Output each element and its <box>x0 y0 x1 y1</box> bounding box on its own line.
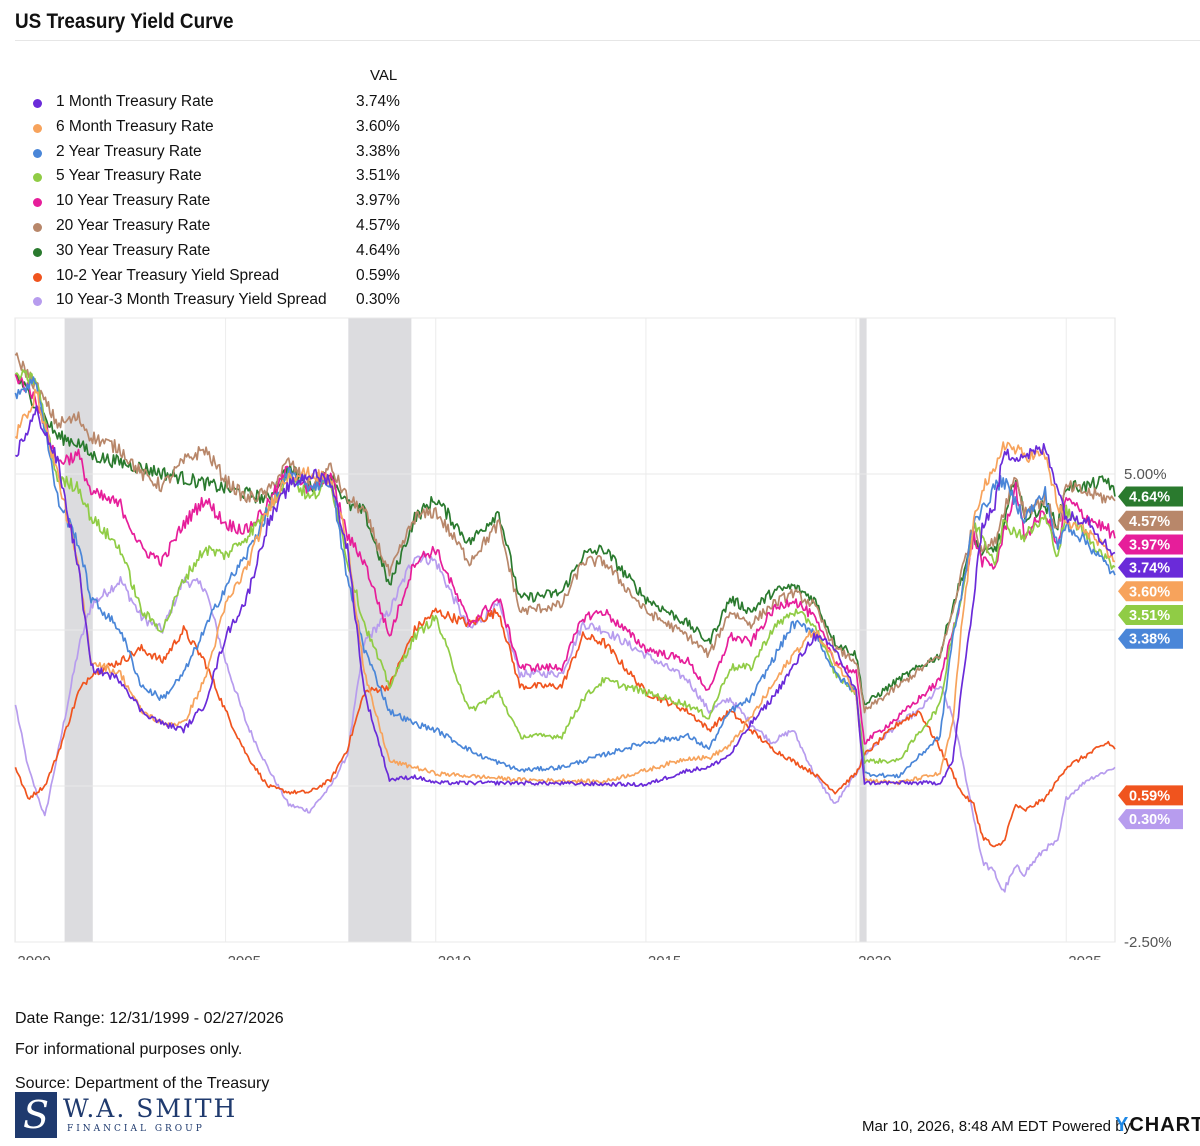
legend-value-header: VAL <box>370 67 398 84</box>
end-value-flag <box>1118 486 1183 507</box>
legend-value: 3.51% <box>356 167 400 185</box>
end-value-flag <box>1118 809 1183 830</box>
legend-item[interactable]: 30 Year Treasury Rate 4.64% <box>30 240 410 264</box>
end-value-label: 4.57% <box>1129 514 1170 530</box>
end-value-flag <box>1118 581 1183 602</box>
legend-value: 4.57% <box>356 217 400 234</box>
end-value-label: 4.64% <box>1129 489 1170 505</box>
legend-dot-icon <box>33 173 42 183</box>
legend-label: 20 Year Treasury Rate <box>56 217 211 234</box>
logo-name: W.A. SMITH <box>63 1094 238 1123</box>
legend-dot-icon <box>33 297 42 307</box>
legend-label: 5 Year Treasury Rate <box>56 167 202 185</box>
end-value-flag <box>1118 557 1183 578</box>
legend-item[interactable]: 1 Month Treasury Rate 3.74% <box>30 91 410 115</box>
legend-label: 2 Year Treasury Rate <box>56 142 202 160</box>
legend-value: 0.30% <box>356 291 400 309</box>
logo-subtitle: FINANCIAL GROUP <box>67 1124 205 1134</box>
y-tick-label: -2.50% <box>1124 934 1172 951</box>
legend-label: 30 Year Treasury Rate <box>56 241 211 259</box>
series-line <box>14 552 1116 893</box>
x-tick-label: 2000 <box>17 953 50 960</box>
y-tick-label: 5.00% <box>1124 466 1167 483</box>
legend-value: 3.97% <box>356 192 400 210</box>
legend-label: 10 Year Treasury Rate <box>56 192 211 210</box>
legend-label: 1 Month Treasury Rate <box>56 93 214 110</box>
end-value-flag <box>1118 785 1183 806</box>
logo-mark: S <box>15 1092 57 1138</box>
legend-dot-icon <box>33 148 42 158</box>
series-line <box>14 376 1116 779</box>
legend-dot-icon <box>33 247 42 257</box>
legend-dot-icon <box>33 223 42 232</box>
end-value-flag <box>1118 534 1183 555</box>
chart-title: US Treasury Yield Curve <box>15 10 234 33</box>
legend-label: 10 Year-3 Month Treasury Yield Spread <box>56 291 327 309</box>
legend-item[interactable]: 6 Month Treasury Rate 3.60% <box>30 116 410 140</box>
legend-item[interactable]: 10 Year-3 Month Treasury Yield Spread 0.3… <box>30 289 410 313</box>
legend-item[interactable]: 10-2 Year Treasury Yield Spread 0.59% <box>30 265 410 289</box>
series-line <box>14 373 1116 745</box>
legend-item[interactable]: 10 Year Treasury Rate 3.97% <box>30 190 410 214</box>
legend-dot-icon <box>33 123 42 133</box>
legend-label: 6 Month Treasury Rate <box>56 117 214 135</box>
end-value-label: 3.97% <box>1129 538 1170 554</box>
line-chart: 5.00% -2.50% 2000 2005 2010 2015 2020 2025 4.64%… <box>14 317 1183 960</box>
brand-y: Y <box>1115 1114 1130 1136</box>
legend-value: 3.74% <box>356 93 400 110</box>
title-divider <box>15 40 1200 41</box>
series-line <box>14 352 1116 714</box>
legend-value: 4.64% <box>356 241 400 259</box>
x-tick-label: 2010 <box>438 953 471 960</box>
legend-dot-icon <box>33 272 42 282</box>
legend-value: 3.60% <box>356 117 400 135</box>
end-value-label: 3.60% <box>1129 584 1170 600</box>
timestamp: Mar 10, 2026, 8:48 AM EDT Powered by <box>862 1118 1132 1135</box>
end-value-flag <box>1118 628 1183 649</box>
company-logo: S W.A. SMITH FINANCIAL GROUP <box>15 1092 235 1138</box>
legend-dot-icon <box>33 99 42 108</box>
x-tick-label: 2025 <box>1068 953 1101 960</box>
end-value-label: 0.30% <box>1129 812 1170 828</box>
legend-item[interactable]: 20 Year Treasury Rate 4.57% <box>30 215 410 239</box>
series-line <box>14 373 1116 706</box>
series-line <box>14 388 1116 786</box>
legend-item[interactable]: 2 Year Treasury Rate 3.38% <box>30 141 410 165</box>
legend-item[interactable]: 5 Year Treasury Rate 3.51% <box>30 165 410 189</box>
x-tick-label: 2015 <box>648 953 681 960</box>
series-line <box>14 369 1116 765</box>
disclaimer: For informational purposes only. <box>15 1041 243 1058</box>
legend-label: 10-2 Year Treasury Yield Spread <box>56 266 280 284</box>
date-range: Date Range: 12/31/1999 - 02/27/2026 <box>15 1010 284 1027</box>
end-value-label: 0.59% <box>1129 788 1170 804</box>
series-line <box>14 607 1116 848</box>
legend-value: 3.38% <box>356 142 400 160</box>
legend-dot-icon <box>33 198 42 208</box>
series-line <box>14 405 1116 787</box>
source: Source: Department of the Treasury <box>15 1075 270 1092</box>
end-value-flag <box>1118 605 1183 626</box>
end-value-label: 3.74% <box>1129 561 1170 577</box>
ycharts-brand[interactable]: YCHARTS <box>1115 1114 1200 1137</box>
brand-rest: CHARTS <box>1129 1114 1200 1136</box>
end-value-flag <box>1118 510 1183 531</box>
x-tick-label: 2005 <box>228 953 261 960</box>
x-tick-label: 2020 <box>858 953 891 960</box>
legend-value: 0.59% <box>356 266 400 284</box>
end-value-label: 3.51% <box>1129 608 1170 624</box>
end-value-label: 3.38% <box>1129 632 1170 648</box>
